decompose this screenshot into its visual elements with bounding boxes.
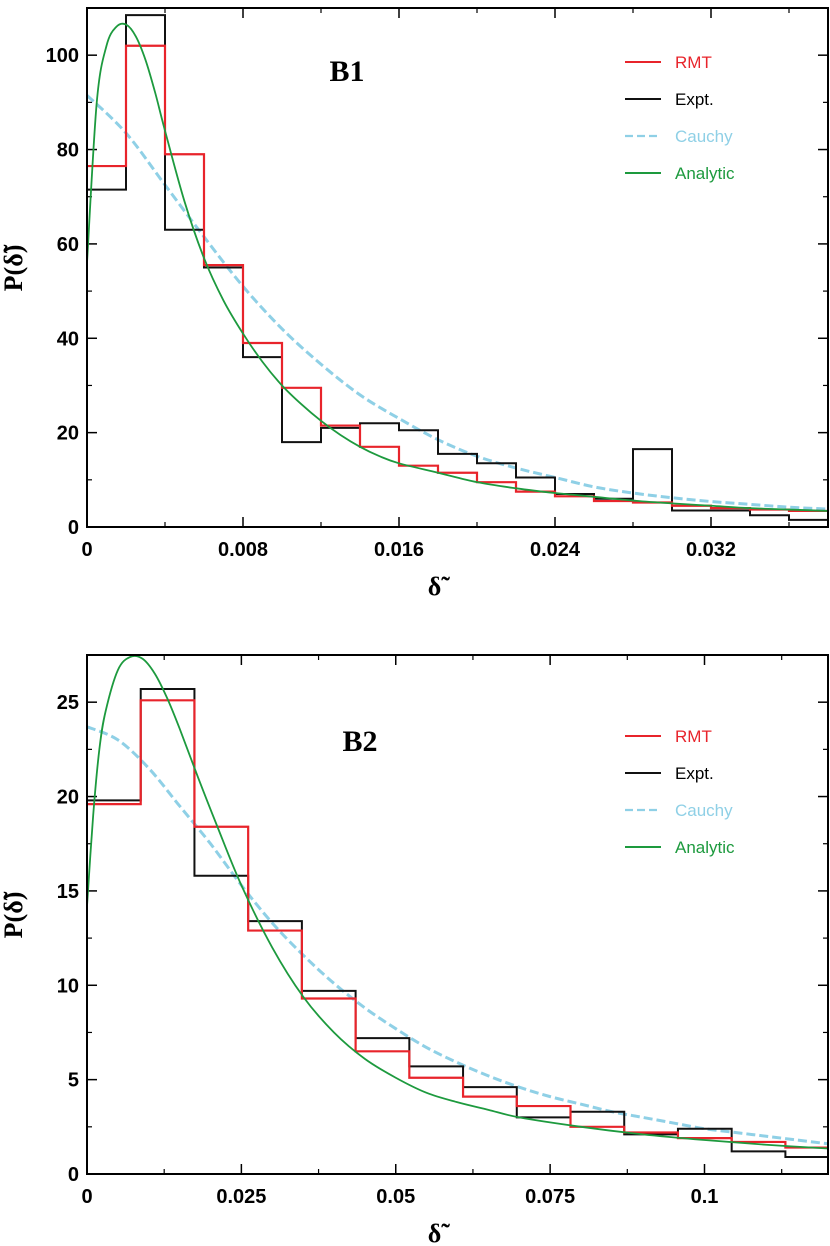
panel-b2-y-tick-label: 20 [57, 787, 79, 809]
panel-b1-y-tick-label: 0 [68, 517, 79, 539]
panel-b1-plot-area [87, 14, 828, 521]
panel-b2-x-tick-label: 0.025 [216, 1186, 266, 1208]
panel-b1-y-tick-label: 20 [57, 423, 79, 445]
panel-b2-y-tick-label: 5 [68, 1070, 79, 1092]
panel-b2-series-rmt [87, 699, 828, 1149]
panel-b1-y-tick-label: 80 [57, 140, 79, 162]
panel-b2-y-tick-label: 0 [68, 1164, 79, 1186]
panel-b2-series-analytic [87, 655, 828, 1150]
panel-b1-legend-label-rmt: RMT [675, 53, 712, 72]
panel-b2-series-cauchy [87, 725, 828, 1146]
panel-b2-series-expt [87, 687, 828, 1159]
panel-b1-title: B1 [329, 55, 364, 88]
panel-b2-x-axis-label: δ̃ [428, 1219, 450, 1246]
panel-b1-x-axis-label: δ̃ [428, 572, 450, 601]
panel-b1-x-tick-label: 0.016 [374, 539, 424, 561]
panel-b2-y-tick-label: 25 [57, 692, 79, 714]
panel-b1-y-tick-label: 40 [57, 328, 79, 350]
panel-b1-legend: RMT Expt. Cauchy Analytic [625, 53, 735, 183]
panel-b1-legend-label-analytic: Analytic [675, 164, 735, 183]
panel-b1-frame [86, 7, 829, 528]
panel-b2-legend-label-expt: Expt. [675, 764, 714, 783]
panel-b2-y-tick-label: 10 [57, 975, 79, 997]
panel-b2-frame [86, 654, 829, 1175]
panel-b1-y-tick-label: 60 [57, 234, 79, 256]
panel-b1: 0 0.008 0.016 0.024 0.032 0 20 40 60 80 100 B1 δ̃ P(δ… [0, 7, 829, 601]
panel-b1-x-tick-label: 0 [81, 539, 92, 561]
panel-b2-legend-label-rmt: RMT [675, 727, 712, 746]
panel-b2-y-tick-label: 15 [57, 881, 79, 903]
panel-b2: 0 0.025 0.05 0.075 0.1 0 5 10 15 20 25 B2 δ̃ P(δ̃) RMT… [0, 654, 829, 1246]
panel-b1-x-tick-label: 0.008 [218, 539, 268, 561]
panel-b2-x-tick-label: 0.05 [376, 1186, 415, 1208]
panel-b1-x-tick-label: 0.024 [530, 539, 581, 561]
panel-b1-y-axis-label: P(δ̃) [0, 244, 28, 291]
panel-b1-series-rmt [87, 44, 828, 513]
panel-b2-x-tick-label: 0 [81, 1186, 92, 1208]
panel-b2-legend-label-analytic: Analytic [675, 838, 735, 857]
panel-b1-legend-label-expt: Expt. [675, 90, 714, 109]
panel-b2-y-axis-label: P(δ̃) [0, 891, 28, 938]
panel-b2-plot-area [87, 655, 828, 1159]
panel-b1-series-cauchy [87, 94, 828, 511]
panel-b2-x-tick-label: 0.1 [691, 1186, 719, 1208]
panel-b1-series-analytic [87, 22, 828, 512]
panel-b1-series-expt [87, 14, 828, 521]
panel-b1-y-tick-label: 100 [46, 45, 79, 67]
panel-b2-legend: RMT Expt. Cauchy Analytic [625, 727, 735, 857]
panel-b2-legend-label-cauchy: Cauchy [675, 801, 733, 820]
panel-b2-x-tick-label: 0.075 [525, 1186, 575, 1208]
panel-b1-legend-label-cauchy: Cauchy [675, 127, 733, 146]
panel-b1-x-tick-label: 0.032 [686, 539, 736, 561]
panel-b2-title: B2 [342, 725, 377, 758]
